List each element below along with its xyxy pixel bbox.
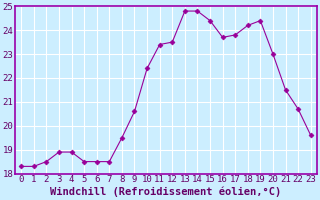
X-axis label: Windchill (Refroidissement éolien,°C): Windchill (Refroidissement éolien,°C) — [50, 187, 282, 197]
